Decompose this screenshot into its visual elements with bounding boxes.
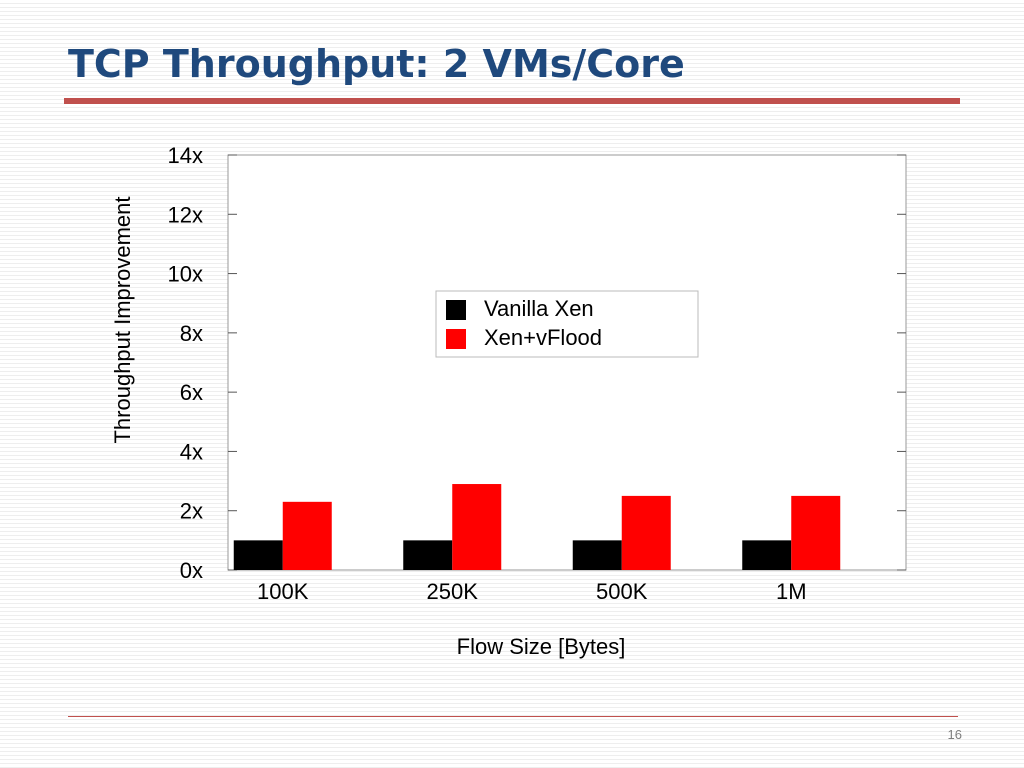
y-tick-label: 0x — [180, 558, 203, 583]
legend-swatch — [446, 329, 466, 349]
bar — [452, 484, 502, 570]
y-tick-label: 4x — [180, 439, 203, 464]
y-tick-label: 12x — [168, 202, 203, 227]
legend-box — [435, 290, 699, 358]
legend-label: Vanilla Xen — [484, 296, 594, 321]
y-tick-label: 8x — [180, 321, 203, 346]
x-axis-label: Flow Size [Bytes] — [457, 634, 626, 659]
bar — [621, 495, 671, 570]
footer-divider — [68, 716, 958, 717]
y-tick-label: 14x — [168, 143, 203, 168]
y-tick-label: 10x — [168, 262, 203, 287]
bar — [572, 540, 622, 570]
y-axis-label: Throughput Improvement — [110, 196, 135, 443]
x-tick-label: 1M — [776, 579, 807, 604]
bar — [403, 540, 453, 570]
bar — [233, 540, 283, 570]
y-tick-label: 2x — [180, 499, 203, 524]
legend-label: Xen+vFlood — [484, 325, 602, 350]
title-divider — [64, 98, 960, 104]
bar — [791, 495, 841, 570]
bar — [282, 501, 332, 570]
x-tick-label: 250K — [427, 579, 479, 604]
x-tick-label: 100K — [257, 579, 309, 604]
legend-swatch — [446, 300, 466, 320]
y-tick-label: 6x — [180, 380, 203, 405]
slide-number: 16 — [947, 727, 962, 742]
x-tick-label: 500K — [596, 579, 648, 604]
slide-title: TCP Throughput: 2 VMs/Core — [68, 42, 685, 86]
bar — [742, 540, 792, 570]
